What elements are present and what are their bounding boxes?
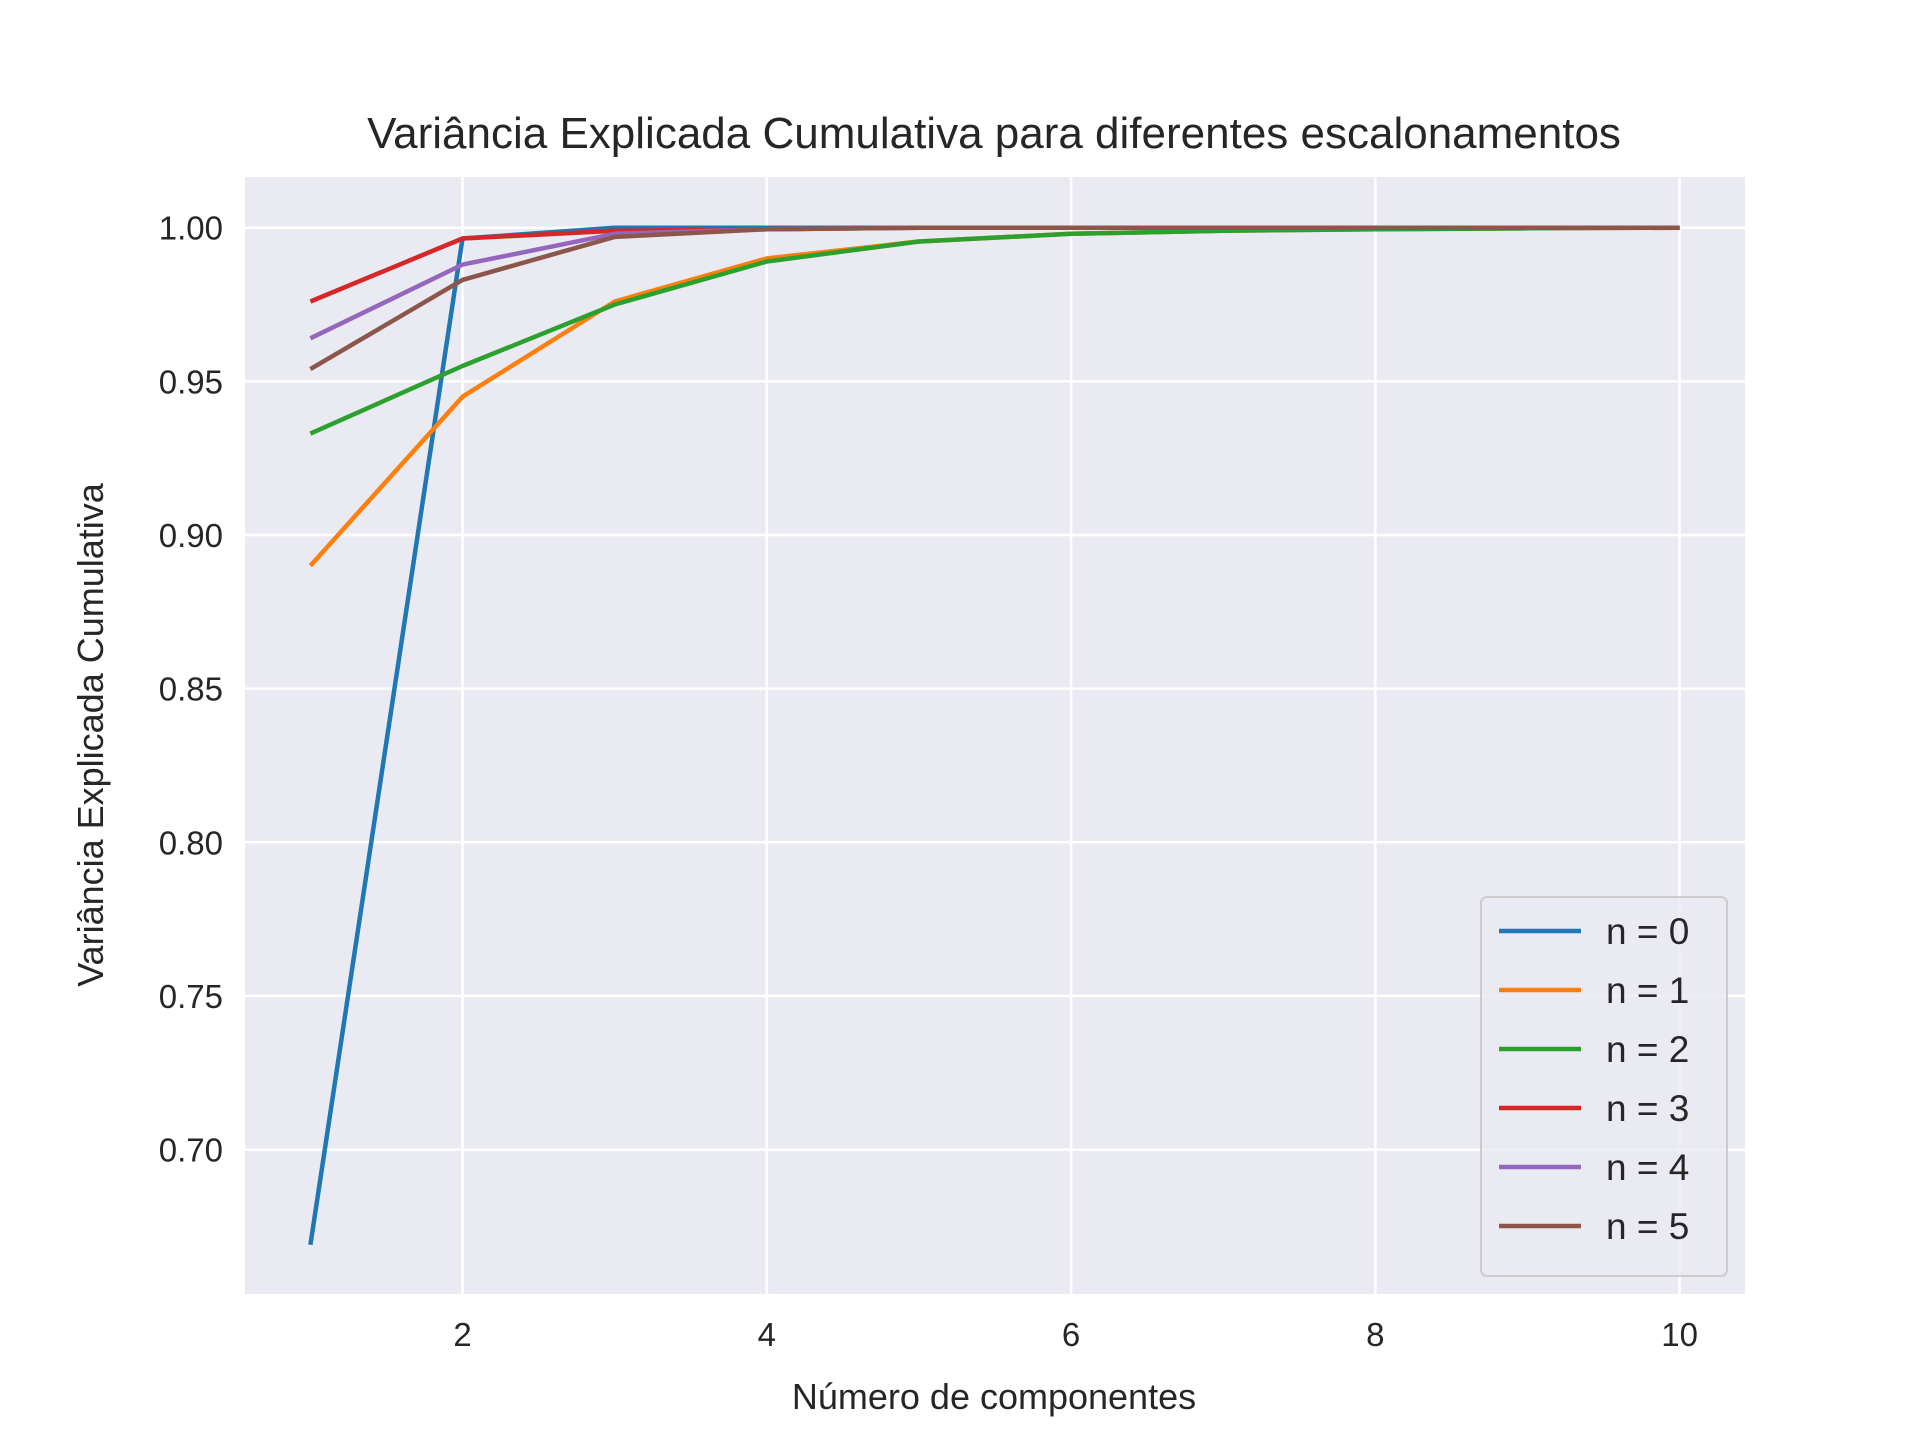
legend-frame	[1480, 896, 1728, 1277]
legend-label: n = 2	[1606, 1029, 1689, 1070]
x-tick-label: 2	[453, 1316, 471, 1353]
y-tick-label: 0.70	[159, 1132, 223, 1169]
legend-label: n = 4	[1606, 1147, 1689, 1188]
y-tick-label: 0.75	[159, 978, 223, 1015]
y-tick-label: 1.00	[159, 210, 223, 247]
y-axis-label: Variância Explicada Cumulativa	[70, 482, 111, 987]
y-tick-label: 0.90	[159, 517, 223, 554]
y-tick-label: 0.95	[159, 363, 223, 400]
y-tick-label: 0.80	[159, 824, 223, 861]
legend-label: n = 1	[1606, 970, 1689, 1011]
x-axis-label: Número de componentes	[792, 1376, 1196, 1417]
chart-title: Variância Explicada Cumulativa para dife…	[367, 109, 1621, 158]
legend-label: n = 5	[1606, 1206, 1689, 1247]
x-tick-label: 10	[1661, 1316, 1698, 1353]
legend-label: n = 3	[1606, 1088, 1689, 1129]
series-line-5	[309, 225, 1680, 372]
series-lines	[308, 225, 1680, 1246]
x-tick-labels: 2 4 6 8 10	[453, 1316, 1698, 1353]
x-tick-label: 4	[758, 1316, 776, 1353]
y-tick-labels: 0.70 0.75 0.80 0.85 0.90 0.95 1.00	[159, 210, 223, 1169]
legend-label: n = 0	[1606, 911, 1689, 952]
legend: n = 0 n = 1 n = 2 n = 3 n = 4 n = 5	[1480, 896, 1728, 1277]
grid-lines	[245, 177, 1745, 1294]
x-tick-label: 8	[1366, 1316, 1384, 1353]
x-tick-label: 6	[1062, 1316, 1080, 1353]
y-tick-label: 0.85	[159, 671, 223, 708]
